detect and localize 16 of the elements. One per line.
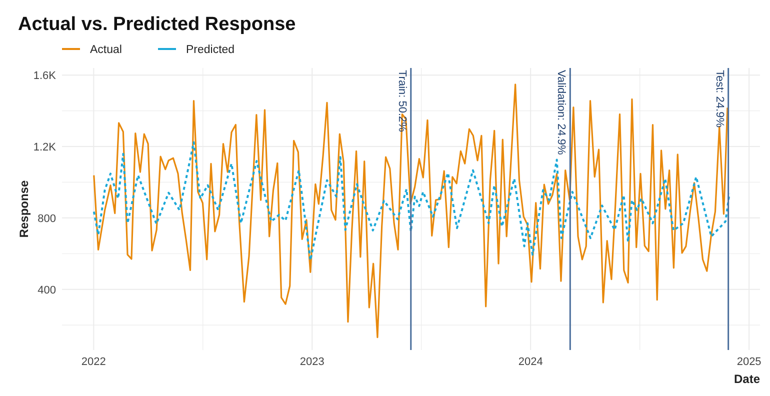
chart-title: Actual vs. Predicted Response bbox=[18, 14, 296, 35]
y-tick-label: 800 bbox=[38, 212, 56, 225]
annotation: Train: 50.2% bbox=[396, 70, 408, 132]
y-tick-label: 400 bbox=[38, 284, 56, 296]
x-tick-label: 2025 bbox=[736, 356, 762, 368]
y-axis-title: Response bbox=[17, 180, 31, 238]
annotation: Validation: 24.9% bbox=[555, 70, 568, 156]
legend-label: Predicted bbox=[186, 44, 235, 56]
x-tick-label: 2024 bbox=[518, 356, 543, 368]
x-tick-label: 2022 bbox=[81, 356, 106, 368]
x-tick-label: 2023 bbox=[300, 356, 324, 368]
y-tick-label: 1.2K bbox=[33, 142, 57, 154]
legend-label: Actual bbox=[90, 44, 122, 56]
annotation: Test: 24.9% bbox=[713, 70, 726, 128]
x-axis-title: Date bbox=[734, 372, 760, 386]
y-tick-label: 1.6K bbox=[33, 70, 57, 82]
